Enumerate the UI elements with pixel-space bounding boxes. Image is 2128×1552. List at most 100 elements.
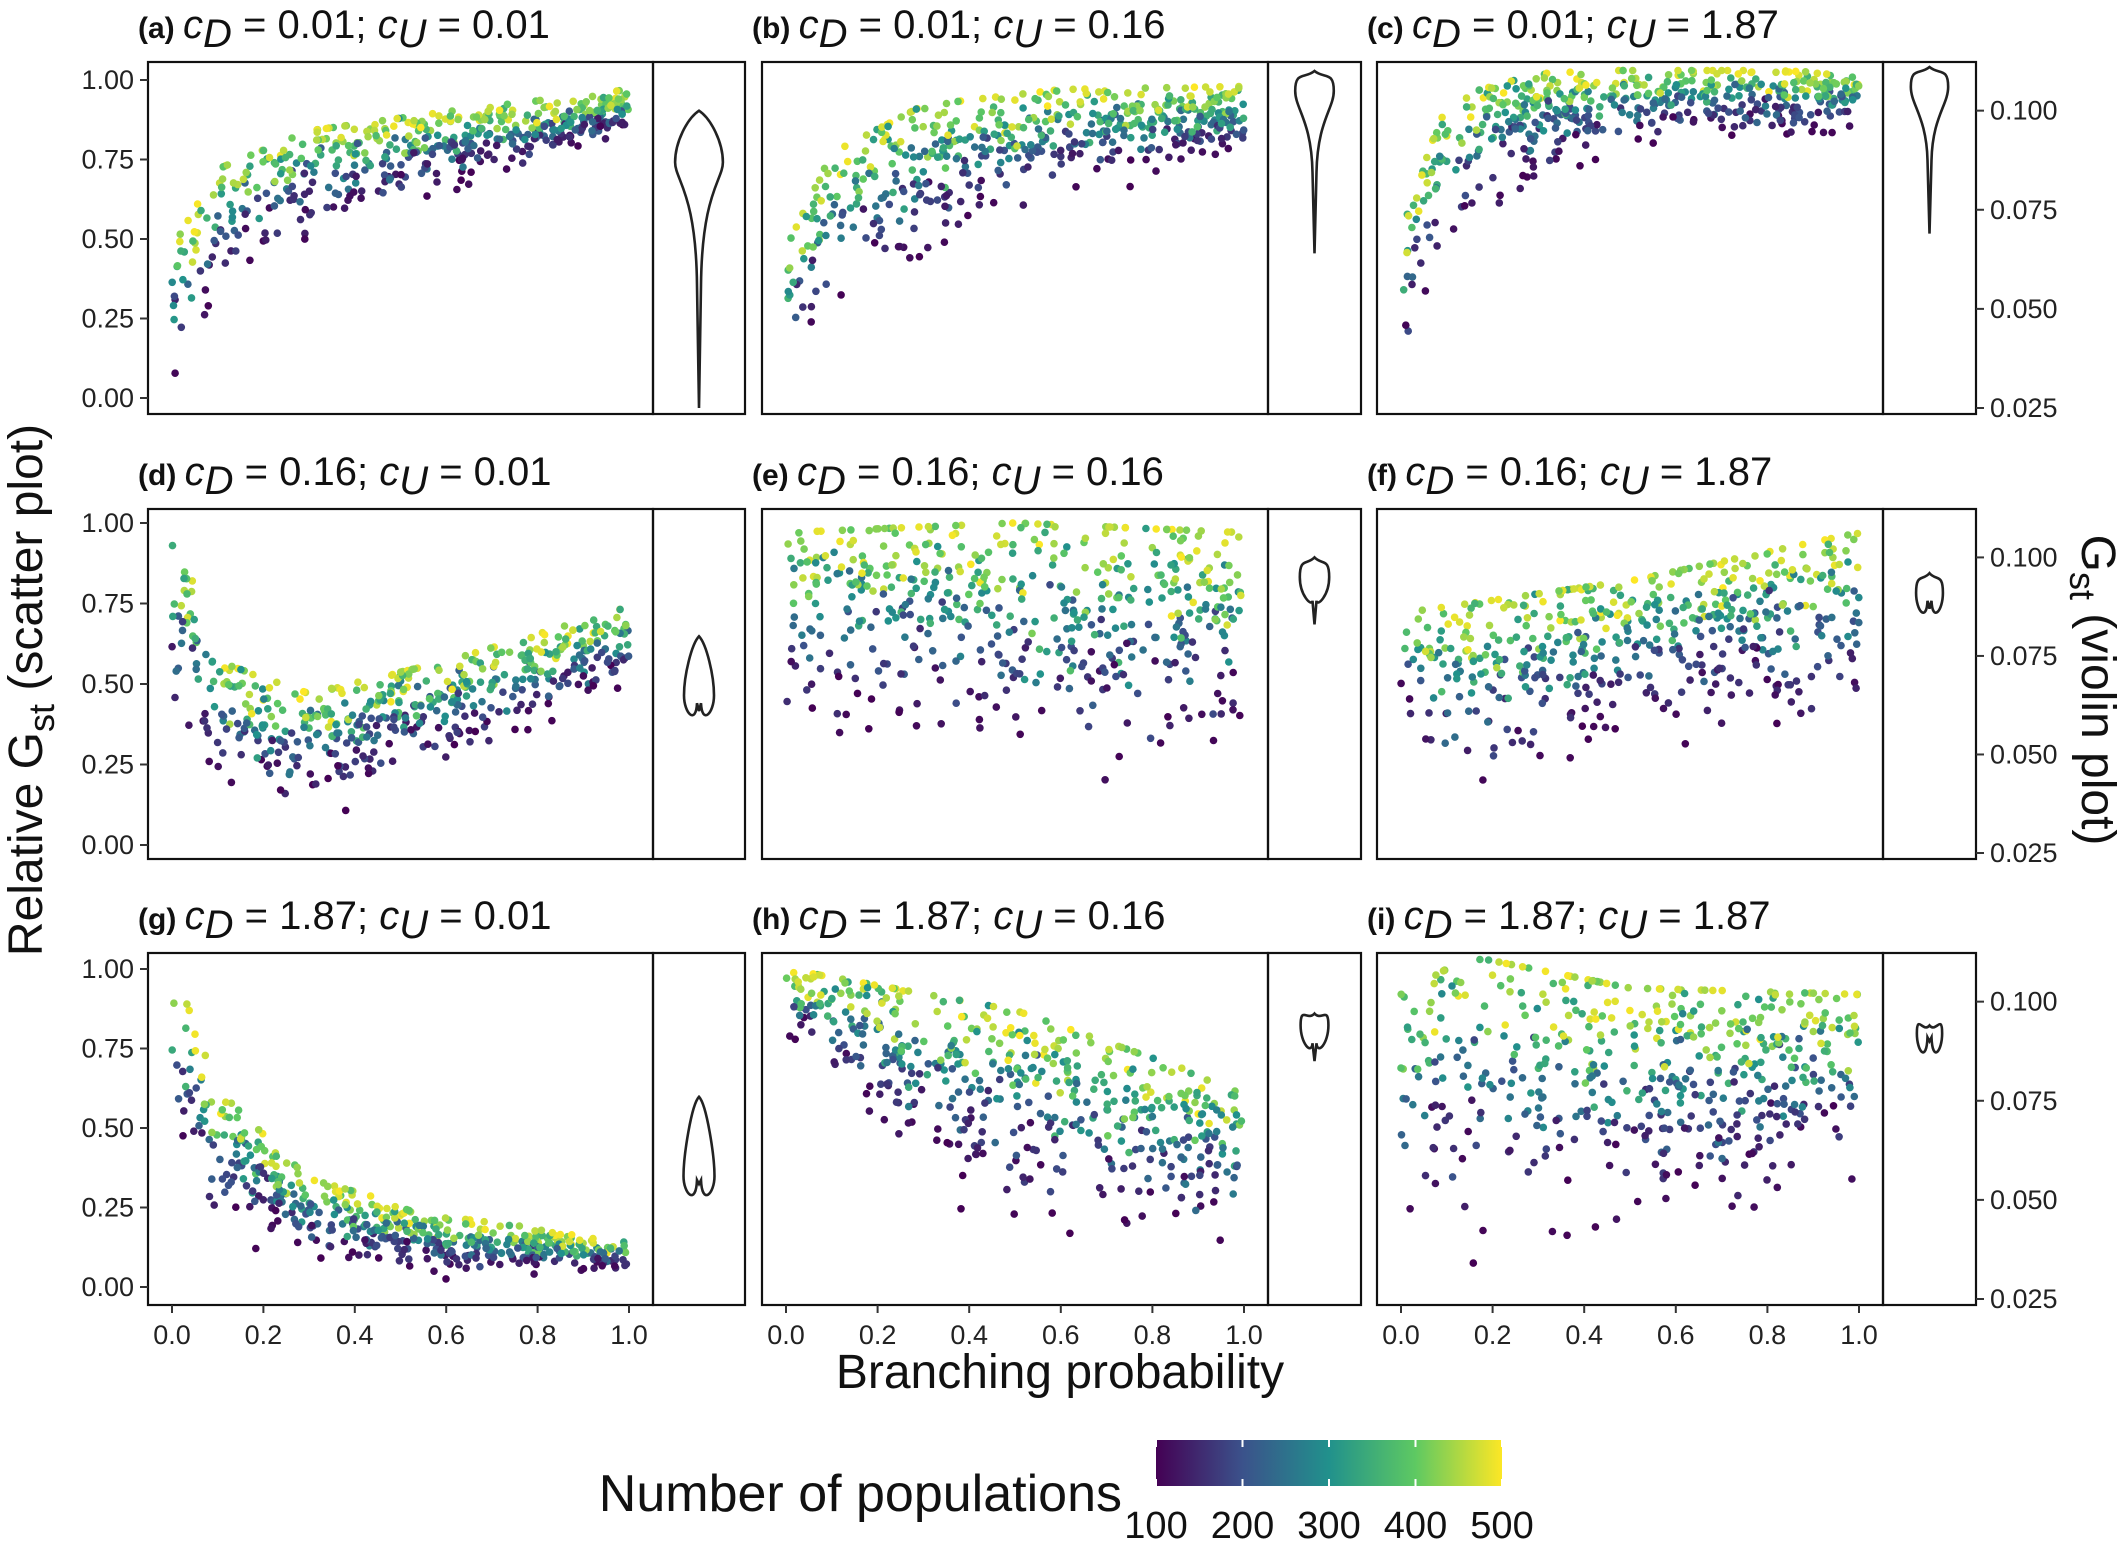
scatter-point (1073, 1062, 1082, 1070)
scatter-point (1423, 179, 1431, 187)
violin-shape (1915, 1022, 1944, 1054)
scatter-point (1446, 644, 1455, 653)
scatter-point (588, 92, 597, 101)
scatter-point (1211, 1186, 1220, 1195)
scatter-point (1807, 672, 1816, 681)
scatter-point (1765, 586, 1773, 595)
scatter-point (345, 1253, 353, 1262)
scatter-point (1725, 635, 1733, 643)
scatter-point (607, 101, 615, 110)
scatter-point (1021, 1051, 1030, 1060)
scatter-point (451, 708, 460, 716)
scatter-point (1418, 606, 1427, 614)
scatter-point (544, 699, 553, 708)
panel-c: (c) cD = 0.01; cU = 1.870.0250.0500.0750… (1367, 3, 2058, 423)
scatter-point (1585, 690, 1593, 698)
scatter-point (1421, 647, 1430, 656)
scatter-point (1493, 110, 1502, 119)
scatter-point (410, 116, 418, 125)
scatter-point (1048, 561, 1057, 569)
scatter-point (1397, 1131, 1406, 1139)
scatter-point (229, 179, 238, 187)
scatter-point (214, 762, 222, 771)
scatter-point (1469, 651, 1477, 660)
scatter-point (555, 682, 564, 691)
scatter-point (537, 1226, 546, 1235)
right-y-tick-label: 0.025 (1990, 838, 2058, 868)
scatter-point (1584, 735, 1593, 743)
scatter-point (1413, 235, 1421, 244)
scatter-point (783, 697, 791, 706)
scatter-point (1575, 84, 1583, 92)
scatter-point (565, 1237, 574, 1246)
scatter-point (1425, 1059, 1434, 1067)
right-y-tick-label: 0.100 (1990, 96, 2058, 126)
scatter-point (1853, 529, 1862, 538)
scatter-point (1179, 139, 1187, 147)
scatter-point (485, 130, 494, 138)
scatter-point (386, 689, 395, 698)
scatter-point (1193, 547, 1201, 555)
scatter-point (549, 141, 557, 149)
scatter-point (1720, 557, 1729, 565)
scatter-point (1181, 132, 1189, 141)
x-tick-label: 0.8 (519, 1320, 557, 1350)
scatter-point (1642, 689, 1651, 697)
scatter-point (1564, 971, 1572, 980)
scatter-point (1135, 1187, 1143, 1195)
scatter-point (553, 99, 561, 107)
scatter-point (1612, 1215, 1621, 1223)
scatter-point (495, 106, 504, 115)
scatter-point (910, 224, 918, 233)
scatter-point (1069, 85, 1077, 94)
violin-frame (651, 507, 747, 861)
scatter-point (1104, 1057, 1112, 1066)
scatter-point (419, 1228, 427, 1237)
scatter-point (1591, 127, 1600, 135)
scatter-point (1217, 671, 1225, 680)
scatter-point (966, 133, 974, 141)
scatter-point (352, 1233, 360, 1242)
scatter-point (1741, 114, 1750, 122)
scatter-point (1218, 1150, 1227, 1158)
scatter-point (197, 1073, 206, 1081)
scatter-point (1419, 197, 1428, 205)
scatter-point (975, 693, 983, 701)
scatter-point (246, 256, 254, 265)
scatter-point (947, 612, 955, 621)
x-tick-label: 0.6 (1042, 1320, 1080, 1350)
scatter-point (1781, 670, 1789, 678)
scatter-point (1023, 1036, 1031, 1045)
scatter-point (1156, 1138, 1165, 1147)
colorbar-title: Number of populations (599, 1465, 1122, 1523)
scatter-point (1055, 112, 1063, 120)
scatter-point (429, 1235, 438, 1244)
scatter-point (1089, 109, 1097, 118)
scatter-point (247, 709, 256, 718)
scatter-point (492, 141, 501, 150)
scatter-point (206, 684, 215, 693)
scatter-point (910, 208, 919, 216)
scatter-point (914, 181, 923, 190)
scatter-point (930, 991, 938, 1000)
scatter-point (1572, 682, 1580, 690)
scatter-point (807, 989, 816, 998)
scatter-point (965, 1088, 974, 1096)
scatter-point (1094, 1141, 1103, 1149)
scatter-point (1672, 710, 1680, 718)
scatter-point (921, 104, 929, 113)
scatter-point (942, 1077, 950, 1085)
scatter-point (341, 806, 350, 815)
scatter-point (1478, 120, 1487, 129)
scatter-point (1210, 1198, 1218, 1206)
scatter-point (1669, 645, 1677, 654)
scatter-point (1572, 1006, 1580, 1015)
scatter-point (201, 286, 210, 294)
scatter-point (171, 369, 179, 378)
scatter-point (203, 260, 212, 268)
scatter-point (1675, 644, 1683, 653)
scatter-point (807, 318, 815, 326)
scatter-point (1459, 1046, 1467, 1054)
scatter-point (1412, 215, 1421, 224)
scatter-point (470, 141, 478, 150)
